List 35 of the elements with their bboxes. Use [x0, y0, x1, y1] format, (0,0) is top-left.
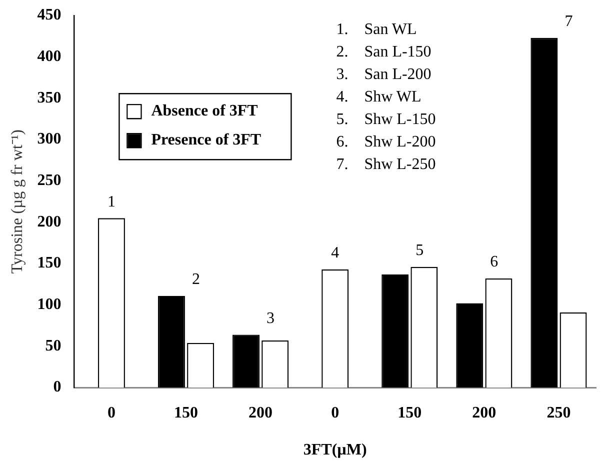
x-tick-label: 0: [107, 404, 116, 422]
x-tick-label: 200: [248, 404, 273, 422]
y-tick-label: 400: [37, 48, 62, 66]
y-tick-label: 250: [37, 172, 62, 190]
x-tick-label: 150: [174, 404, 198, 422]
annotation: 3: [266, 310, 275, 327]
annotation: 4: [331, 244, 340, 262]
annotation: 1. San WL: [336, 20, 417, 38]
y-tick-label: 0: [53, 378, 62, 396]
y-tick-label: 450: [37, 6, 62, 24]
annotation: 2: [192, 271, 200, 288]
annotation: 3. San L-200: [336, 66, 432, 83]
y-tick-label: 200: [37, 213, 62, 230]
y-tick-label: 50: [45, 337, 62, 354]
annotation: 6. Shw L-200: [336, 133, 436, 150]
annotation: 4. Shw WL: [336, 88, 422, 106]
annotation: 5. Shw L-150: [336, 110, 436, 128]
annotation: 7: [564, 13, 573, 30]
annotation: 6: [490, 254, 498, 271]
x-tick-label: 150: [398, 404, 422, 422]
annotation: 5: [416, 242, 424, 260]
y-tick-label: 350: [37, 89, 62, 106]
legend-label: Presence of 3FT: [151, 132, 262, 149]
x-tick-label: 0: [331, 404, 340, 422]
x-tick-label: 200: [472, 404, 496, 422]
y-tick-label: 300: [37, 130, 62, 148]
y-tick-label: 150: [37, 254, 62, 272]
y-tick-label: 100: [37, 296, 62, 314]
x-axis-title: 3FT(µM): [303, 442, 367, 459]
annotation: 7. Shw L-250: [336, 156, 436, 173]
annotation: 1: [107, 193, 116, 210]
x-tick-label: 250: [546, 404, 571, 422]
annotation: 2. San L-150: [336, 43, 432, 60]
y-axis-title: Tyrosine (µg g fr wt⁻¹): [8, 130, 26, 274]
legend-label: Absence of 3FT: [151, 102, 258, 120]
